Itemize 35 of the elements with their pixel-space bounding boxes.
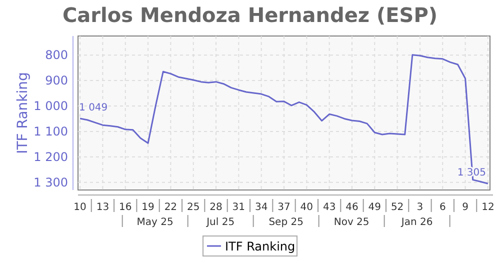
- x-tick-label: 22: [164, 202, 178, 213]
- x-tick-label: 40: [300, 202, 314, 213]
- text: May 25: [136, 217, 174, 228]
- y-tick-label: 1 100: [34, 124, 68, 138]
- text: Sep 25: [268, 217, 304, 228]
- x-tick-label: 28: [210, 202, 222, 213]
- x-tick-label: 19: [142, 202, 154, 213]
- text: Nov 25: [334, 217, 370, 228]
- text: Jan 26: [400, 217, 433, 228]
- x-tick-label: 49: [368, 202, 382, 213]
- legend-label: ITF Ranking: [225, 240, 296, 254]
- x-tick-label: 46: [346, 202, 358, 213]
- x-tick-label: 3: [416, 202, 424, 213]
- text: Jul 25: [206, 217, 235, 228]
- y-axis-title: ITF Ranking: [15, 72, 31, 154]
- x-tick-label: 9: [462, 202, 468, 213]
- y-tick-label: 1 300: [34, 175, 68, 190]
- x-tick-label: 6: [439, 202, 446, 213]
- x-tick-label: 31: [232, 202, 246, 213]
- x-tick-label: 34: [254, 202, 268, 213]
- x-tick-label: 52: [390, 202, 404, 213]
- y-tick-label: 900: [45, 74, 68, 88]
- x-tick-label: 25: [186, 202, 200, 213]
- x-tick-label: 13: [96, 202, 110, 213]
- data-label: 1 049: [79, 102, 108, 114]
- y-tick-label: 800: [45, 48, 68, 62]
- y-tick-label: 1 200: [34, 150, 68, 164]
- x-tick-label: 43: [322, 202, 336, 213]
- line-series: [79, 54, 489, 184]
- chart-title: Carlos Mendoza Hernandez (ESP): [62, 3, 438, 27]
- x-tick-label: 16: [118, 202, 132, 213]
- y-tick-label: 1 000: [34, 99, 68, 113]
- x-tick-label: 10: [74, 202, 86, 213]
- x-tick-label: 12: [482, 202, 494, 213]
- x-tick-label: 37: [278, 202, 290, 213]
